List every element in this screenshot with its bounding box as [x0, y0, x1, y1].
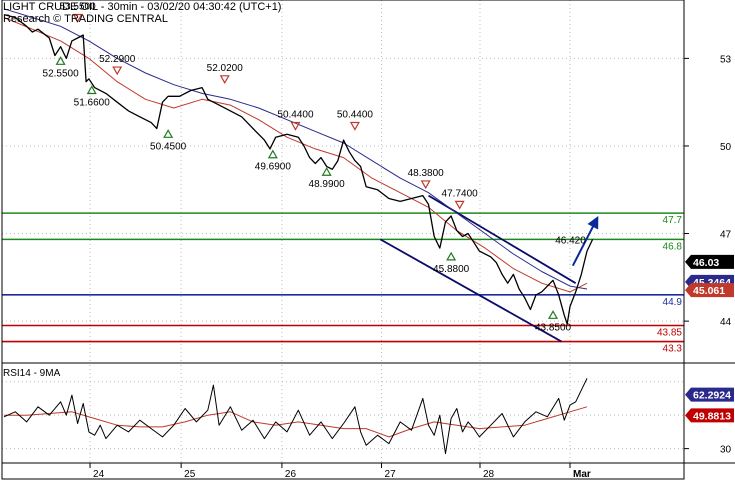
pivot-annotations: 53.5500 52.5500 51.6600 52.2900 50.4500 52.02… [43, 2, 587, 334]
level-label: 43.3 [663, 344, 683, 355]
support-resistance-levels: 47.7 46.8 44.9 43.85 43.3 [2, 212, 684, 355]
x-tick-label: 26 [285, 469, 297, 480]
support-marker-icon [267, 149, 278, 159]
pivot-label: 50.4400 [337, 110, 374, 121]
pivot-label: 50.4400 [277, 110, 314, 121]
resistance-marker-icon [112, 66, 123, 76]
level-label: 43.85 [657, 328, 682, 339]
resistance-marker-icon [219, 75, 230, 85]
pivot-label: 50.4500 [150, 141, 187, 152]
rsi-title: RSI14 - 9MA [3, 368, 61, 379]
pivot-label: 48.9900 [309, 179, 346, 190]
pivot-label: 51.6600 [74, 98, 111, 109]
pivot-label: 53.5500 [60, 2, 97, 13]
x-tick-label: 28 [483, 469, 495, 480]
plot-border [1, 0, 685, 480]
forecast-arrow-shaft [571, 221, 597, 267]
rsi-line [3, 378, 588, 455]
forecast-arrow-head [587, 216, 599, 230]
y-tick-label: 44 [720, 317, 732, 328]
rsi-series-group [3, 378, 588, 455]
x-tick-label: 25 [184, 469, 196, 480]
resistance-marker-icon [290, 121, 301, 131]
support-marker-icon [163, 129, 174, 138]
chart-source: Research © TRADING CENTRAL [3, 13, 168, 25]
rsi-ma-line [4, 406, 588, 438]
pivot-label: 46.420 [555, 235, 586, 246]
support-marker-icon [321, 167, 332, 176]
price-tag-box [685, 408, 734, 423]
price-tag-box [685, 387, 734, 402]
level-label: 47.7 [663, 215, 683, 226]
price-grid [2, 0, 684, 362]
pivot-label: 48.3800 [408, 168, 445, 179]
y-tick-label: 53 [720, 54, 732, 65]
support-marker-icon [86, 85, 97, 95]
rsi-y-tick-label: 30 [720, 445, 732, 456]
ma-fast-line [3, 17, 588, 293]
pivot-label: 52.0200 [207, 63, 244, 74]
x-tick-label: 24 [93, 469, 105, 480]
support-marker-icon [547, 310, 559, 319]
rsi-grid [2, 365, 684, 462]
pivot-label: 52.2900 [99, 54, 136, 65]
pivot-label: 45.8800 [433, 264, 470, 275]
resistance-marker-icon [349, 121, 360, 131]
price-tag-label: 46.03 [693, 257, 719, 269]
pivot-label: 47.7400 [442, 188, 479, 199]
y-tick-label: 50 [720, 142, 732, 153]
x-axis: 24 25 26 27 28 Mar [89, 463, 591, 480]
pivot-label: 43.8500 [535, 322, 572, 333]
price-tag-label: 49.8813 [693, 410, 731, 422]
pivot-label: 49.6900 [255, 162, 292, 173]
pivot-label: 52.5500 [43, 68, 80, 79]
price-line [3, 13, 594, 325]
price-tag-box [685, 254, 734, 269]
resistance-marker-icon [420, 180, 431, 190]
ma-slow-line [3, 8, 588, 290]
resistance-marker-icon [72, 13, 83, 23]
channel-lower-line [379, 238, 562, 343]
level-label: 46.8 [663, 241, 683, 252]
x-tick-label: Mar [573, 469, 591, 480]
price-tag-label: 62.2924 [693, 390, 731, 402]
support-marker-icon [55, 56, 66, 65]
level-label: 44.9 [663, 297, 683, 308]
resistance-marker-icon [454, 200, 465, 210]
price-tag-box [685, 283, 734, 298]
support-marker-icon [446, 251, 457, 261]
price-tag-label: 45.061 [693, 285, 725, 297]
chart-title: LIGHT CRUDE OIL - 30min - 03/02/20 04:30… [3, 1, 282, 13]
y-tick-label: 47 [720, 230, 732, 241]
x-tick-label: 27 [385, 469, 397, 480]
price-series-group [3, 8, 594, 325]
y-axis: 44 47 50 53 30 [684, 54, 732, 456]
